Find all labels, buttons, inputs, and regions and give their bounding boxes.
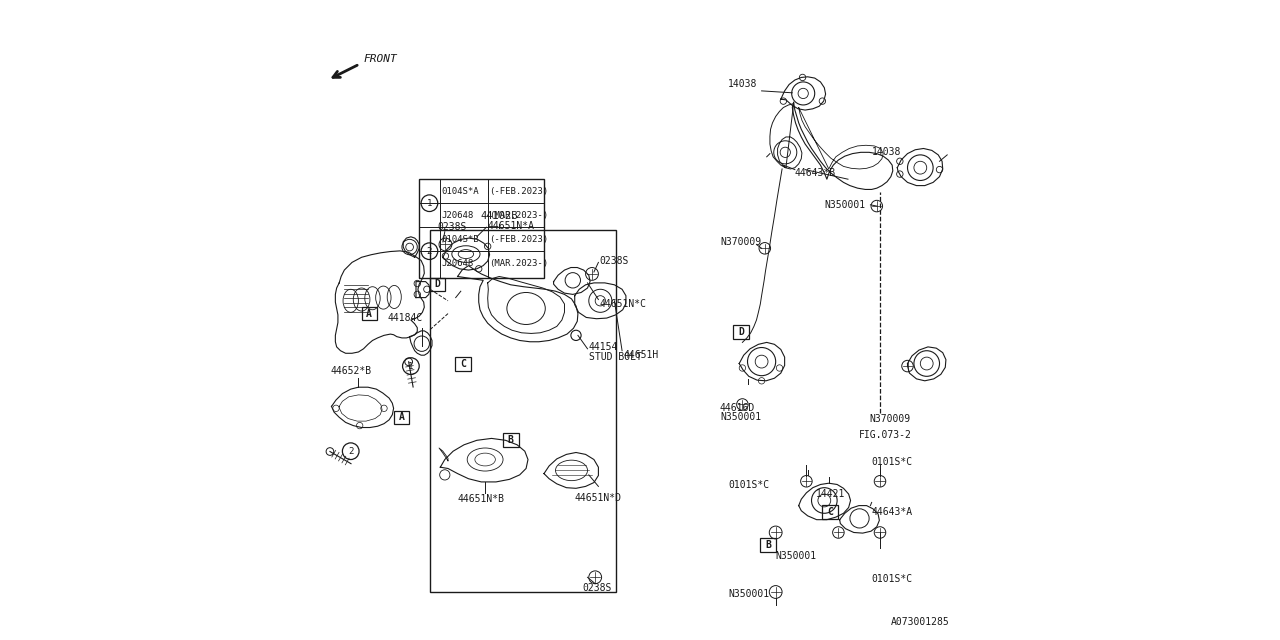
Text: 44102B: 44102B [480,211,518,221]
Text: FRONT: FRONT [364,54,397,64]
Text: C: C [827,507,833,517]
Text: 44651N*B: 44651N*B [458,494,504,504]
Text: D: D [739,326,744,337]
Text: N350001: N350001 [824,200,865,210]
Text: N350001: N350001 [719,412,762,422]
Text: J20648: J20648 [442,259,474,268]
Text: 14038: 14038 [728,79,758,90]
Bar [362,307,376,320]
Bar [394,411,410,424]
Text: 2: 2 [426,246,433,256]
Text: N350001: N350001 [776,550,817,561]
Text: C: C [461,358,466,369]
Text: 0104S*A: 0104S*A [442,187,479,196]
Bar [430,230,616,592]
Text: 1: 1 [426,198,433,208]
Text: 44643*B: 44643*B [795,168,836,178]
Text: 0101S*C: 0101S*C [872,457,913,467]
Text: 2: 2 [348,447,353,456]
Text: 44184C: 44184C [387,313,422,323]
Text: 44651N*A: 44651N*A [488,221,535,231]
Text: 44643*A: 44643*A [872,507,913,517]
Text: 0238S: 0238S [438,222,466,232]
Text: (-FEB.2023): (-FEB.2023) [490,187,549,196]
Text: 0101S*C: 0101S*C [728,480,769,490]
Text: D: D [434,279,440,289]
Bar [822,505,838,519]
Text: B: B [508,435,513,445]
Text: A: A [366,308,372,319]
Text: 0104S*B: 0104S*B [442,235,479,244]
Bar [760,538,776,552]
Bar [456,356,471,371]
Text: STUD BOLT: STUD BOLT [589,352,641,362]
Text: N370009: N370009 [869,414,910,424]
Text: 44651N*C: 44651N*C [599,299,646,309]
Bar [430,278,444,291]
Bar [733,324,749,339]
Text: N350001: N350001 [728,589,769,599]
Text: FIG.073-2: FIG.073-2 [859,430,911,440]
Bar [420,179,544,278]
Text: 14038: 14038 [872,147,901,157]
Text: 44651N*D: 44651N*D [575,493,622,503]
Text: N370009: N370009 [719,237,762,247]
Text: 1: 1 [408,362,413,371]
Text: J20648: J20648 [442,211,474,220]
Text: 44154: 44154 [589,342,618,352]
Text: 44652*B: 44652*B [330,366,372,376]
Text: 14421: 14421 [817,489,845,499]
Text: 0238S: 0238S [582,582,612,593]
Text: (MAR.2023-): (MAR.2023-) [490,211,549,220]
Text: B: B [765,540,771,550]
Text: A: A [399,412,404,422]
Text: 44651H: 44651H [625,350,659,360]
Text: (MAR.2023-): (MAR.2023-) [490,259,549,268]
Text: 0238S: 0238S [599,256,628,266]
Bar [503,433,518,447]
Text: 0101S*C: 0101S*C [872,574,913,584]
Text: (-FEB.2023): (-FEB.2023) [490,235,549,244]
Text: A073001285: A073001285 [891,617,950,627]
Text: 44616D: 44616D [719,403,755,413]
